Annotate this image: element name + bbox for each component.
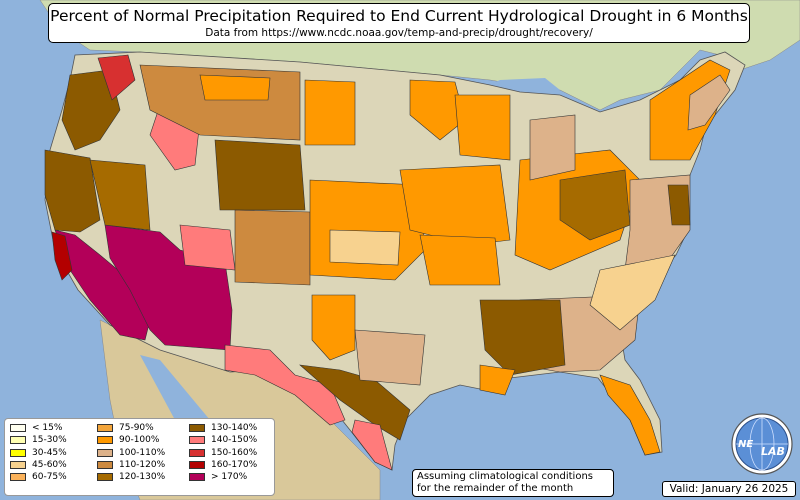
region-washington-red — [97, 54, 136, 101]
region-wyoming — [214, 139, 306, 211]
region-delmarva — [667, 184, 691, 226]
region-michigan — [529, 114, 576, 181]
region-texas-south — [351, 419, 393, 471]
region-texas-central — [311, 294, 356, 361]
legend-swatch — [97, 436, 113, 445]
legend-swatch — [189, 473, 205, 482]
legend-item: 140-150% — [189, 434, 257, 446]
region-appalachia — [559, 169, 631, 241]
region-northern-california — [44, 149, 101, 233]
legend-swatch — [189, 436, 205, 445]
legend-item: 160-170% — [189, 459, 257, 471]
legend-item: 60-75% — [10, 471, 67, 483]
legend: < 15% 15-30% 30-45% 45-60% 60-75% 75-90%… — [4, 418, 275, 496]
region-new-england-tan — [687, 74, 731, 131]
region-texas-west — [299, 364, 411, 441]
legend-item: < 15% — [10, 422, 67, 434]
legend-swatch — [10, 461, 26, 470]
legend-item: 15-30% — [10, 434, 67, 446]
region-california-south — [54, 229, 151, 341]
region-dakotas — [304, 79, 356, 146]
assumption-note: Assuming climatological conditions for t… — [412, 469, 614, 497]
legend-swatch — [97, 448, 113, 457]
region-gulf-coast — [479, 364, 516, 396]
region-oklahoma — [354, 329, 426, 386]
region-kansas-tan — [329, 229, 401, 266]
region-missouri — [419, 234, 501, 286]
legend-swatch — [10, 424, 26, 433]
region-colorado — [234, 209, 311, 286]
legend-swatch — [97, 473, 113, 482]
legend-item: 120-130% — [97, 471, 165, 483]
region-nevada — [89, 159, 151, 231]
legend-swatch — [189, 448, 205, 457]
legend-item: 30-45% — [10, 447, 67, 459]
legend-item: 110-120% — [97, 459, 165, 471]
region-mississippi-delta — [479, 299, 566, 376]
legend-item: 130-140% — [189, 422, 257, 434]
svg-text:LAB: LAB — [761, 445, 785, 458]
nexlab-globe-logo: NE LAB — [731, 413, 793, 475]
legend-swatch — [189, 424, 205, 433]
title-box: Percent of Normal Precipitation Required… — [48, 3, 750, 43]
legend-swatch — [10, 436, 26, 445]
region-northern-plains — [199, 74, 271, 101]
region-new-mexico-south — [224, 344, 346, 426]
region-minnesota — [409, 79, 466, 141]
legend-swatch — [97, 461, 113, 470]
valid-date: Valid: January 26 2025 — [662, 481, 796, 497]
region-florida — [599, 374, 661, 456]
legend-swatch — [189, 461, 205, 470]
legend-swatch — [97, 424, 113, 433]
legend-item: 45-60% — [10, 459, 67, 471]
map-title: Percent of Normal Precipitation Required… — [50, 7, 748, 25]
legend-item: 75-90% — [97, 422, 165, 434]
drought-regions — [44, 54, 731, 471]
legend-item: 100-110% — [97, 447, 165, 459]
region-california-coast — [51, 231, 73, 281]
legend-item: 150-160% — [189, 447, 257, 459]
legend-swatch — [10, 448, 26, 457]
legend-item: 90-100% — [97, 434, 165, 446]
region-carolinas — [589, 254, 676, 331]
legend-swatch — [10, 473, 26, 482]
map-subtitle: Data from https://www.ncdc.noaa.gov/temp… — [205, 27, 593, 39]
legend-item: > 170% — [189, 471, 257, 483]
region-wisconsin — [454, 94, 511, 161]
region-utah — [179, 224, 236, 271]
svg-text:NE: NE — [738, 439, 753, 450]
